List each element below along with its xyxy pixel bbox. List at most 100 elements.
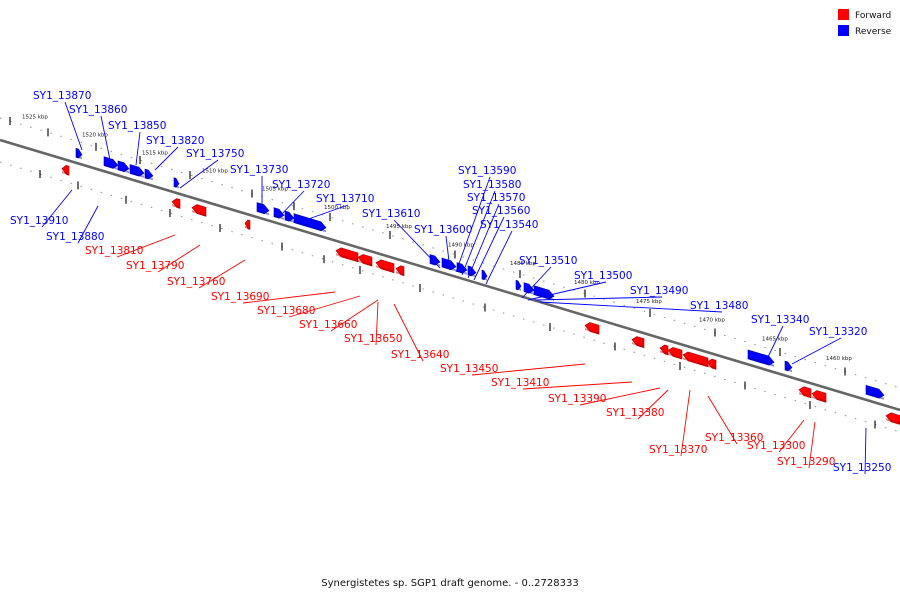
reverse-gene-arrow (429, 254, 441, 267)
forward-gene-arrow (798, 386, 812, 399)
reverse-connector (467, 203, 500, 279)
reverse-connector (461, 190, 496, 276)
gene-label-sy1-13790: SY1_13790 (126, 260, 184, 272)
reverse-gene-arrow (441, 257, 457, 272)
reverse-connector (64, 101, 83, 151)
forward-connector (579, 387, 661, 406)
reverse-gene-arrow (273, 207, 285, 220)
scale-label-1485-kbp: 1485 kbp (510, 261, 536, 267)
gene-label-sy1-13710: SY1_13710 (316, 193, 374, 205)
forward-gene-arrow (659, 344, 669, 356)
scale-label-1495-kbp: 1495 kbp (386, 224, 412, 230)
gene-label-sy1-13600: SY1_13600 (414, 224, 472, 236)
gene-label-sy1-13340: SY1_13340 (751, 314, 809, 326)
forward-gene-arrow (667, 347, 683, 360)
gene-labels: SY1_13870SY1_13860SY1_13850SY1_13820SY1_… (10, 90, 891, 474)
forward-gene-arrow (885, 412, 900, 425)
gene-label-sy1-13640: SY1_13640 (391, 349, 449, 361)
reverse-gene-arrow (256, 202, 270, 216)
reverse-connector (41, 189, 73, 228)
scale-label-1490-kbp: 1490 kbp (448, 242, 474, 248)
gene-label-sy1-13690: SY1_13690 (211, 291, 269, 303)
reverse-connector (473, 216, 505, 281)
reverse-legend-swatch (838, 25, 849, 36)
gene-label-sy1-13580: SY1_13580 (463, 179, 521, 191)
reverse-gene-arrow (103, 156, 119, 170)
gene-label-sy1-13610: SY1_13610 (362, 208, 420, 220)
reverse-gene-arrow (523, 282, 535, 295)
gene-label-sy1-13360: SY1_13360 (705, 432, 763, 444)
gene-label-sy1-13910: SY1_13910 (10, 215, 68, 227)
gene-label-sy1-13450: SY1_13450 (440, 363, 498, 375)
forward-connector (375, 301, 379, 346)
reverse-connector (864, 427, 867, 475)
scale-label-1520-kbp: 1520 kbp (82, 133, 108, 139)
scale-label-1480-kbp: 1480 kbp (574, 280, 600, 286)
gene-label-sy1-13650: SY1_13650 (344, 333, 402, 345)
reverse-gene-arrow (515, 279, 522, 291)
gene-label-sy1-13880: SY1_13880 (46, 231, 104, 243)
minor-ticks (9, 117, 876, 429)
forward-connector (471, 363, 586, 376)
reverse-gene-arrow (481, 269, 488, 281)
forward-gene-arrow (244, 219, 251, 230)
forward-gene-arrow (171, 198, 181, 209)
gene-label-sy1-13850: SY1_13850 (108, 120, 166, 132)
forward-gene-arrow (191, 204, 207, 217)
gene-label-sy1-13380: SY1_13380 (606, 407, 664, 419)
forward-connector (522, 381, 633, 390)
reverse-gene-arrow (75, 147, 83, 160)
reverse-gene-arrow (173, 177, 180, 189)
gene-label-sy1-13760: SY1_13760 (167, 276, 225, 288)
forward-gene-arrow (375, 259, 395, 274)
scale-label-1525-kbp: 1525 kbp (22, 115, 48, 121)
forward-connector (808, 421, 816, 469)
reverse-connector (154, 146, 179, 171)
scale-label-1510-kbp: 1510 kbp (202, 169, 228, 175)
reverse-connector (791, 337, 842, 365)
reverse-connector (767, 325, 784, 358)
gene-arrows (61, 147, 900, 425)
gene-label-sy1-13720: SY1_13720 (272, 179, 330, 191)
reverse-gene-arrow (467, 265, 477, 278)
reverse-gene-arrow (284, 210, 295, 223)
gene-label-sy1-13410: SY1_13410 (491, 377, 549, 389)
gene-label-sy1-13570: SY1_13570 (467, 192, 525, 204)
gene-label-sy1-13480: SY1_13480 (690, 300, 748, 312)
label-connectors (41, 101, 867, 475)
forward-gene-arrow (706, 358, 717, 370)
gene-label-sy1-13370: SY1_13370 (649, 444, 707, 456)
forward-gene-arrow (811, 390, 827, 403)
reverse-connector (77, 205, 99, 244)
reverse-gene-arrow (129, 164, 145, 178)
reverse-gene-arrow (456, 262, 468, 275)
reverse-gene-arrow (293, 213, 327, 233)
forward-connector (157, 244, 201, 273)
gene-label-sy1-13490: SY1_13490 (630, 285, 688, 297)
forward-connector (198, 259, 246, 289)
gene-label-sy1-13680: SY1_13680 (257, 305, 315, 317)
scale-label-1460-kbp: 1460 kbp (826, 356, 852, 362)
reverse-connector (135, 131, 141, 166)
forward-gene-arrow (682, 351, 709, 368)
gene-label-sy1-13290: SY1_13290 (777, 456, 835, 468)
genome-backbone (0, 138, 900, 412)
forward-connector (242, 291, 336, 304)
scale-labels: 1525 kbp 1520 kbp 1515 kbp 1510 kbp 1505 kbp… (22, 115, 852, 362)
scale-label-1505-kbp: 1505 kbp (262, 187, 288, 193)
scale-label-1465-kbp: 1465 kbp (762, 337, 788, 343)
forward-gene-arrow (584, 322, 600, 335)
reverse-connector (100, 115, 111, 161)
reverse-connector (455, 176, 491, 273)
gene-label-sy1-13590: SY1_13590 (458, 165, 516, 177)
forward-connector (680, 389, 691, 457)
reverse-gene-arrow (533, 285, 555, 301)
forward-gene-arrow (357, 254, 373, 267)
gene-label-sy1-13250: SY1_13250 (833, 462, 891, 474)
gene-label-sy1-13300: SY1_13300 (747, 440, 805, 452)
scale-label-1470-kbp: 1470 kbp (699, 318, 725, 324)
reverse-gene-arrow (865, 384, 885, 400)
forward-connector (330, 299, 379, 332)
forward-gene-arrow (395, 265, 405, 277)
